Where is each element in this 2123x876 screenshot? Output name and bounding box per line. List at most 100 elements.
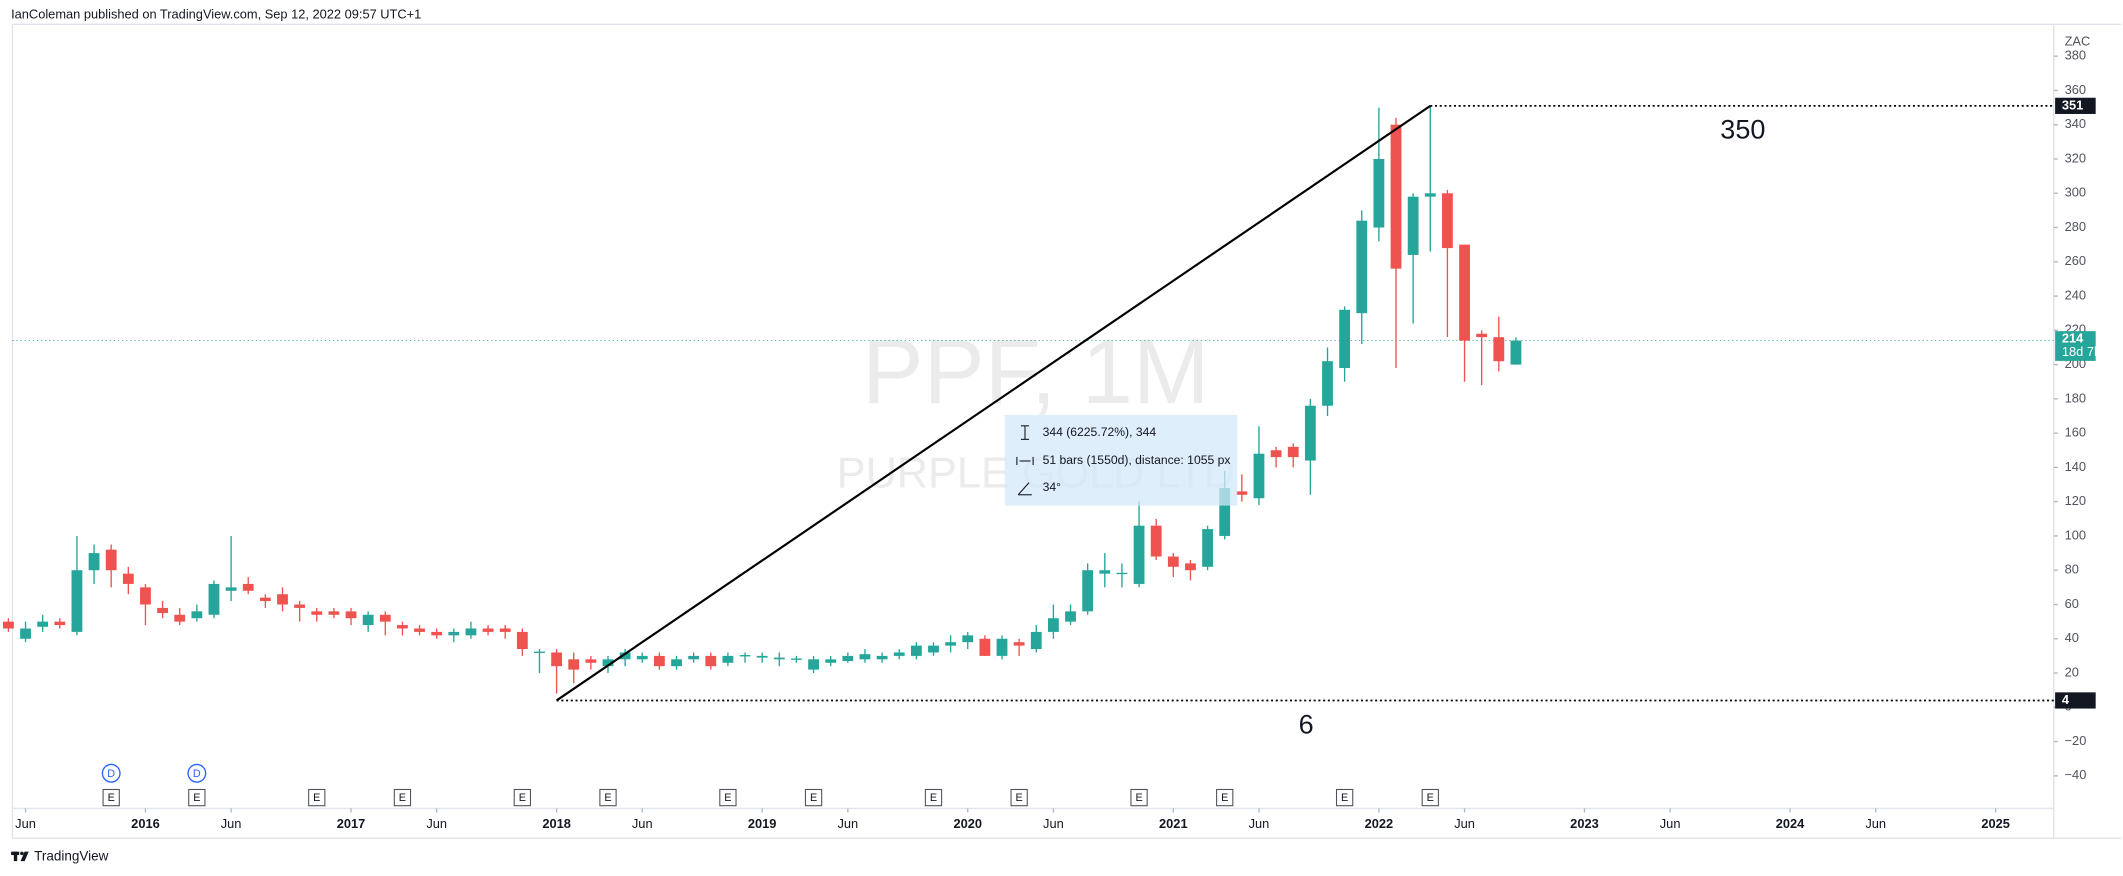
y-tick-label: −40 <box>2065 767 2087 782</box>
x-tick-label: Jun <box>15 816 36 831</box>
price-badge-label: 351 <box>2062 97 2083 112</box>
candle-body <box>910 645 922 656</box>
candle <box>1013 638 1025 656</box>
trend-line <box>555 104 1431 702</box>
candle-body <box>842 655 854 662</box>
earnings-label: E <box>1341 792 1348 804</box>
x-tick-label: Jun <box>426 816 447 831</box>
candle <box>516 628 528 656</box>
candle-body <box>516 631 528 650</box>
candle-body <box>328 611 340 615</box>
candle <box>105 544 117 588</box>
candle <box>379 611 391 636</box>
earnings-marker <box>1335 788 1354 807</box>
candle <box>688 652 700 663</box>
earnings-marker <box>1130 788 1148 807</box>
candle-body <box>259 597 271 602</box>
candle-body <box>1065 611 1076 622</box>
candle-body <box>1236 491 1248 495</box>
candle-body <box>379 614 391 622</box>
candle-body <box>157 607 168 614</box>
candle <box>242 577 254 595</box>
candle-body <box>1287 446 1299 458</box>
annotation: 6 <box>1299 709 1314 739</box>
earnings-marker <box>719 788 737 807</box>
candle <box>534 649 545 674</box>
y-tick-label: 280 <box>2065 219 2086 234</box>
candle-body <box>174 614 186 622</box>
earnings-label: E <box>193 792 200 804</box>
candle <box>842 652 854 663</box>
price-badge-label: 214 <box>2062 331 2084 346</box>
candle <box>122 566 134 595</box>
candle <box>1407 193 1419 324</box>
earnings-label: E <box>930 792 937 804</box>
plot-area: −40−200204060801001201401601802002202402… <box>3 48 2086 831</box>
earnings-label: E <box>1016 792 1023 804</box>
earnings-marker <box>188 788 206 807</box>
candle-body <box>105 549 117 571</box>
candle-body <box>1510 340 1522 365</box>
candle <box>945 635 957 653</box>
candle <box>1510 337 1522 365</box>
earnings-label: E <box>313 792 320 804</box>
candle <box>1390 117 1402 369</box>
candle <box>37 614 49 632</box>
x-tick-label: 2019 <box>748 816 777 831</box>
candle-body <box>242 583 254 591</box>
candle <box>619 649 631 667</box>
x-tick-label: 2020 <box>953 816 982 831</box>
candle-body <box>431 631 443 636</box>
candle-body <box>1167 556 1179 567</box>
price-badge <box>2055 692 2096 709</box>
candle-body <box>54 621 66 626</box>
candle <box>568 652 580 684</box>
measure-bars: 51 bars (1550d), distance: 1055 px <box>1043 453 1231 467</box>
candle <box>259 594 271 608</box>
earnings-label: E <box>399 792 406 804</box>
candle <box>671 655 682 670</box>
candle <box>1047 604 1059 639</box>
earnings-label: E <box>1427 792 1434 804</box>
candle-body <box>1270 450 1282 458</box>
candle-body <box>345 611 357 619</box>
candle <box>1116 563 1128 588</box>
candle-body <box>140 587 151 605</box>
candle <box>71 535 83 636</box>
candle <box>362 611 374 632</box>
candle-body <box>705 655 717 667</box>
candle-body <box>362 614 374 626</box>
candle-body <box>585 659 597 663</box>
candle <box>1476 330 1488 386</box>
candle-body <box>311 611 323 615</box>
candle-body <box>1339 309 1351 369</box>
candle-body <box>277 594 288 605</box>
candle <box>157 601 168 619</box>
measure-angle: 34° <box>1043 480 1062 494</box>
candle <box>910 642 922 660</box>
candle <box>1167 553 1179 578</box>
candle <box>328 607 340 619</box>
candle-body <box>1047 618 1059 632</box>
annotation: 350 <box>1720 115 1765 145</box>
y-tick-label: 140 <box>2065 459 2086 474</box>
x-tick-label: 2016 <box>131 816 160 831</box>
candle-body <box>1459 244 1470 341</box>
candle-body <box>122 573 134 584</box>
candle <box>551 649 563 694</box>
candle <box>773 652 785 667</box>
overlay: 344 (6225.72%), 344 51 bars (1550d), dis… <box>1004 415 1238 506</box>
candle <box>1082 563 1094 615</box>
candle-body <box>414 628 425 632</box>
y-tick-label: 160 <box>2065 425 2086 440</box>
candle <box>397 621 408 636</box>
candle <box>225 535 237 602</box>
candle <box>739 652 751 663</box>
candle-body <box>739 655 751 657</box>
candle-body <box>1356 220 1368 314</box>
candle-body <box>20 628 31 639</box>
x-tick-label: Jun <box>837 816 858 831</box>
candle <box>1459 244 1470 382</box>
candle <box>1185 559 1196 581</box>
